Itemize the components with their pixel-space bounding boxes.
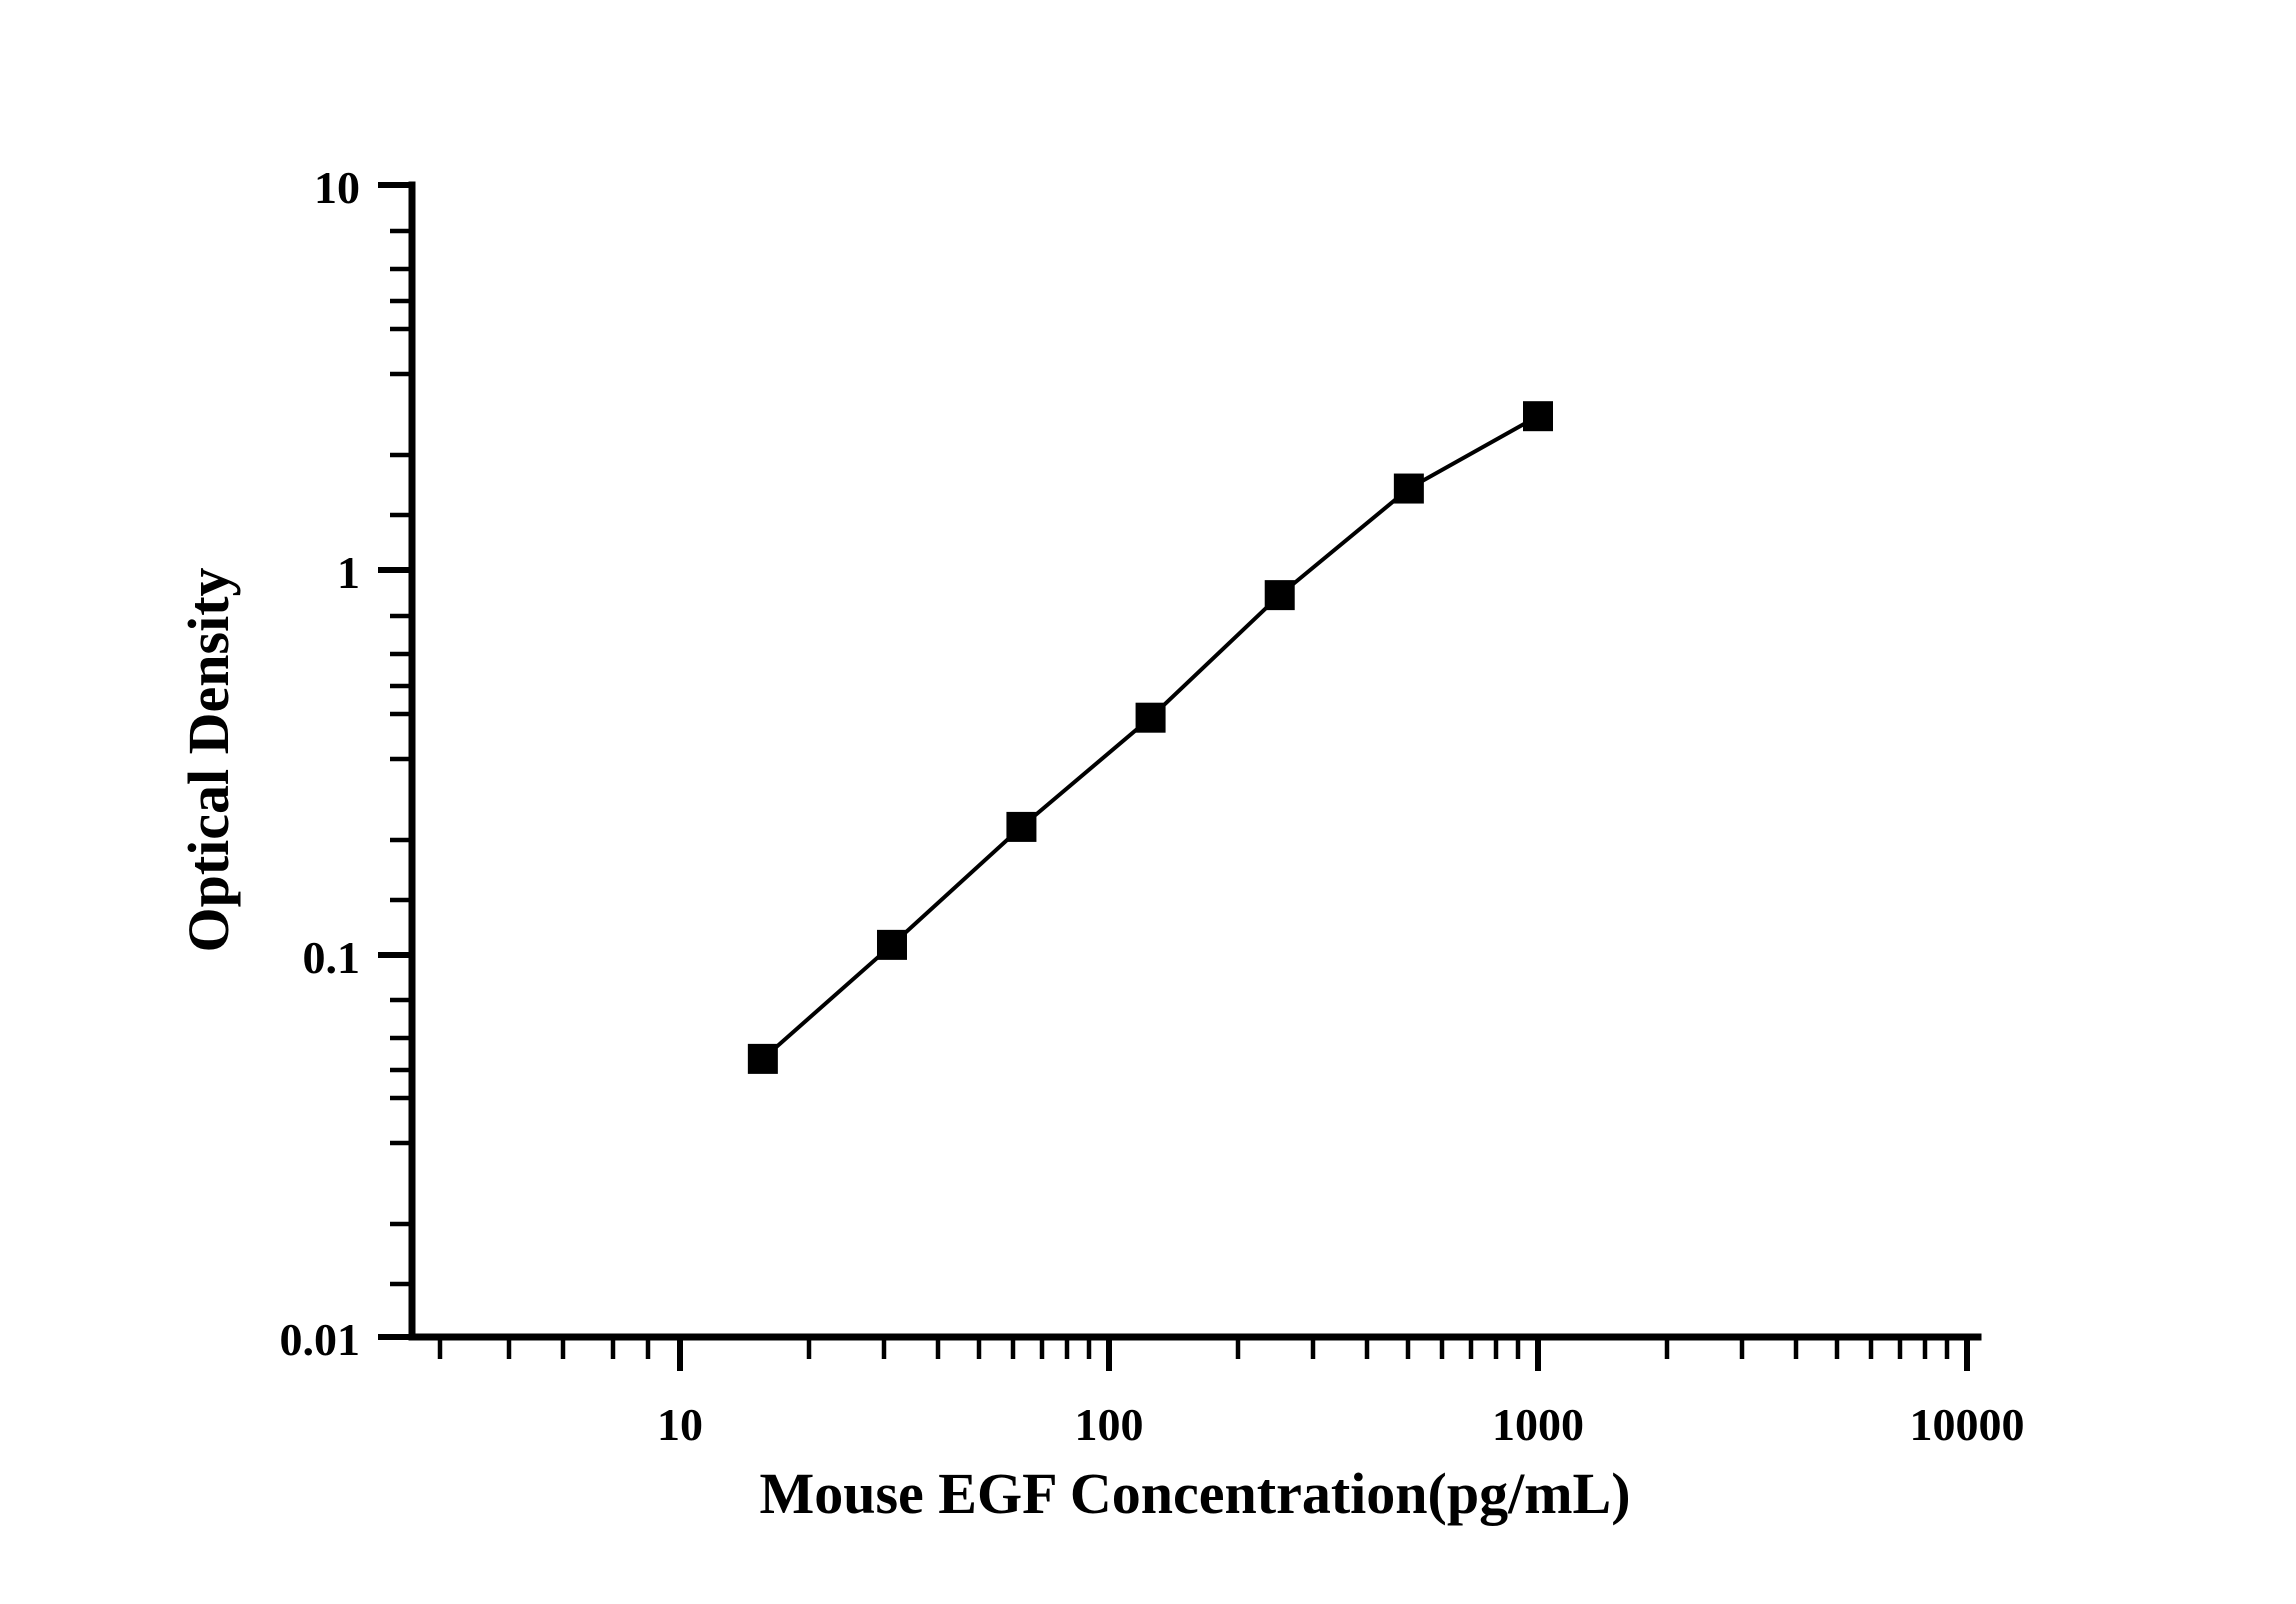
y-axis-ticks: [378, 182, 412, 1340]
x-tick-label-100: 100: [1075, 1399, 1144, 1450]
data-point-marker[interactable]: [1135, 702, 1166, 733]
y-tick-label-1: 1: [337, 547, 360, 598]
data-point-marker[interactable]: [876, 929, 907, 960]
y-tick-label-0-01: 0.01: [280, 1314, 361, 1365]
data-point-marker[interactable]: [1393, 473, 1424, 504]
data-point-marker[interactable]: [747, 1043, 778, 1074]
data-series-layer: [747, 401, 1553, 1074]
data-point-marker[interactable]: [1523, 401, 1553, 432]
y-tick-label-0-1: 0.1: [303, 932, 361, 983]
x-axis-ticks: [437, 1337, 1970, 1371]
y-tick-label-10: 10: [314, 162, 360, 213]
y-axis-title: Optical Density: [176, 567, 241, 952]
data-point-marker[interactable]: [1006, 811, 1037, 842]
x-tick-label-10000: 10000: [1910, 1399, 2025, 1450]
data-point-marker[interactable]: [1264, 580, 1295, 611]
x-tick-label-10: 10: [657, 1399, 703, 1450]
x-tick-label-1000: 1000: [1492, 1399, 1584, 1450]
x-axis-title: Mouse EGF Concentration(pg/mL): [759, 1461, 1630, 1526]
